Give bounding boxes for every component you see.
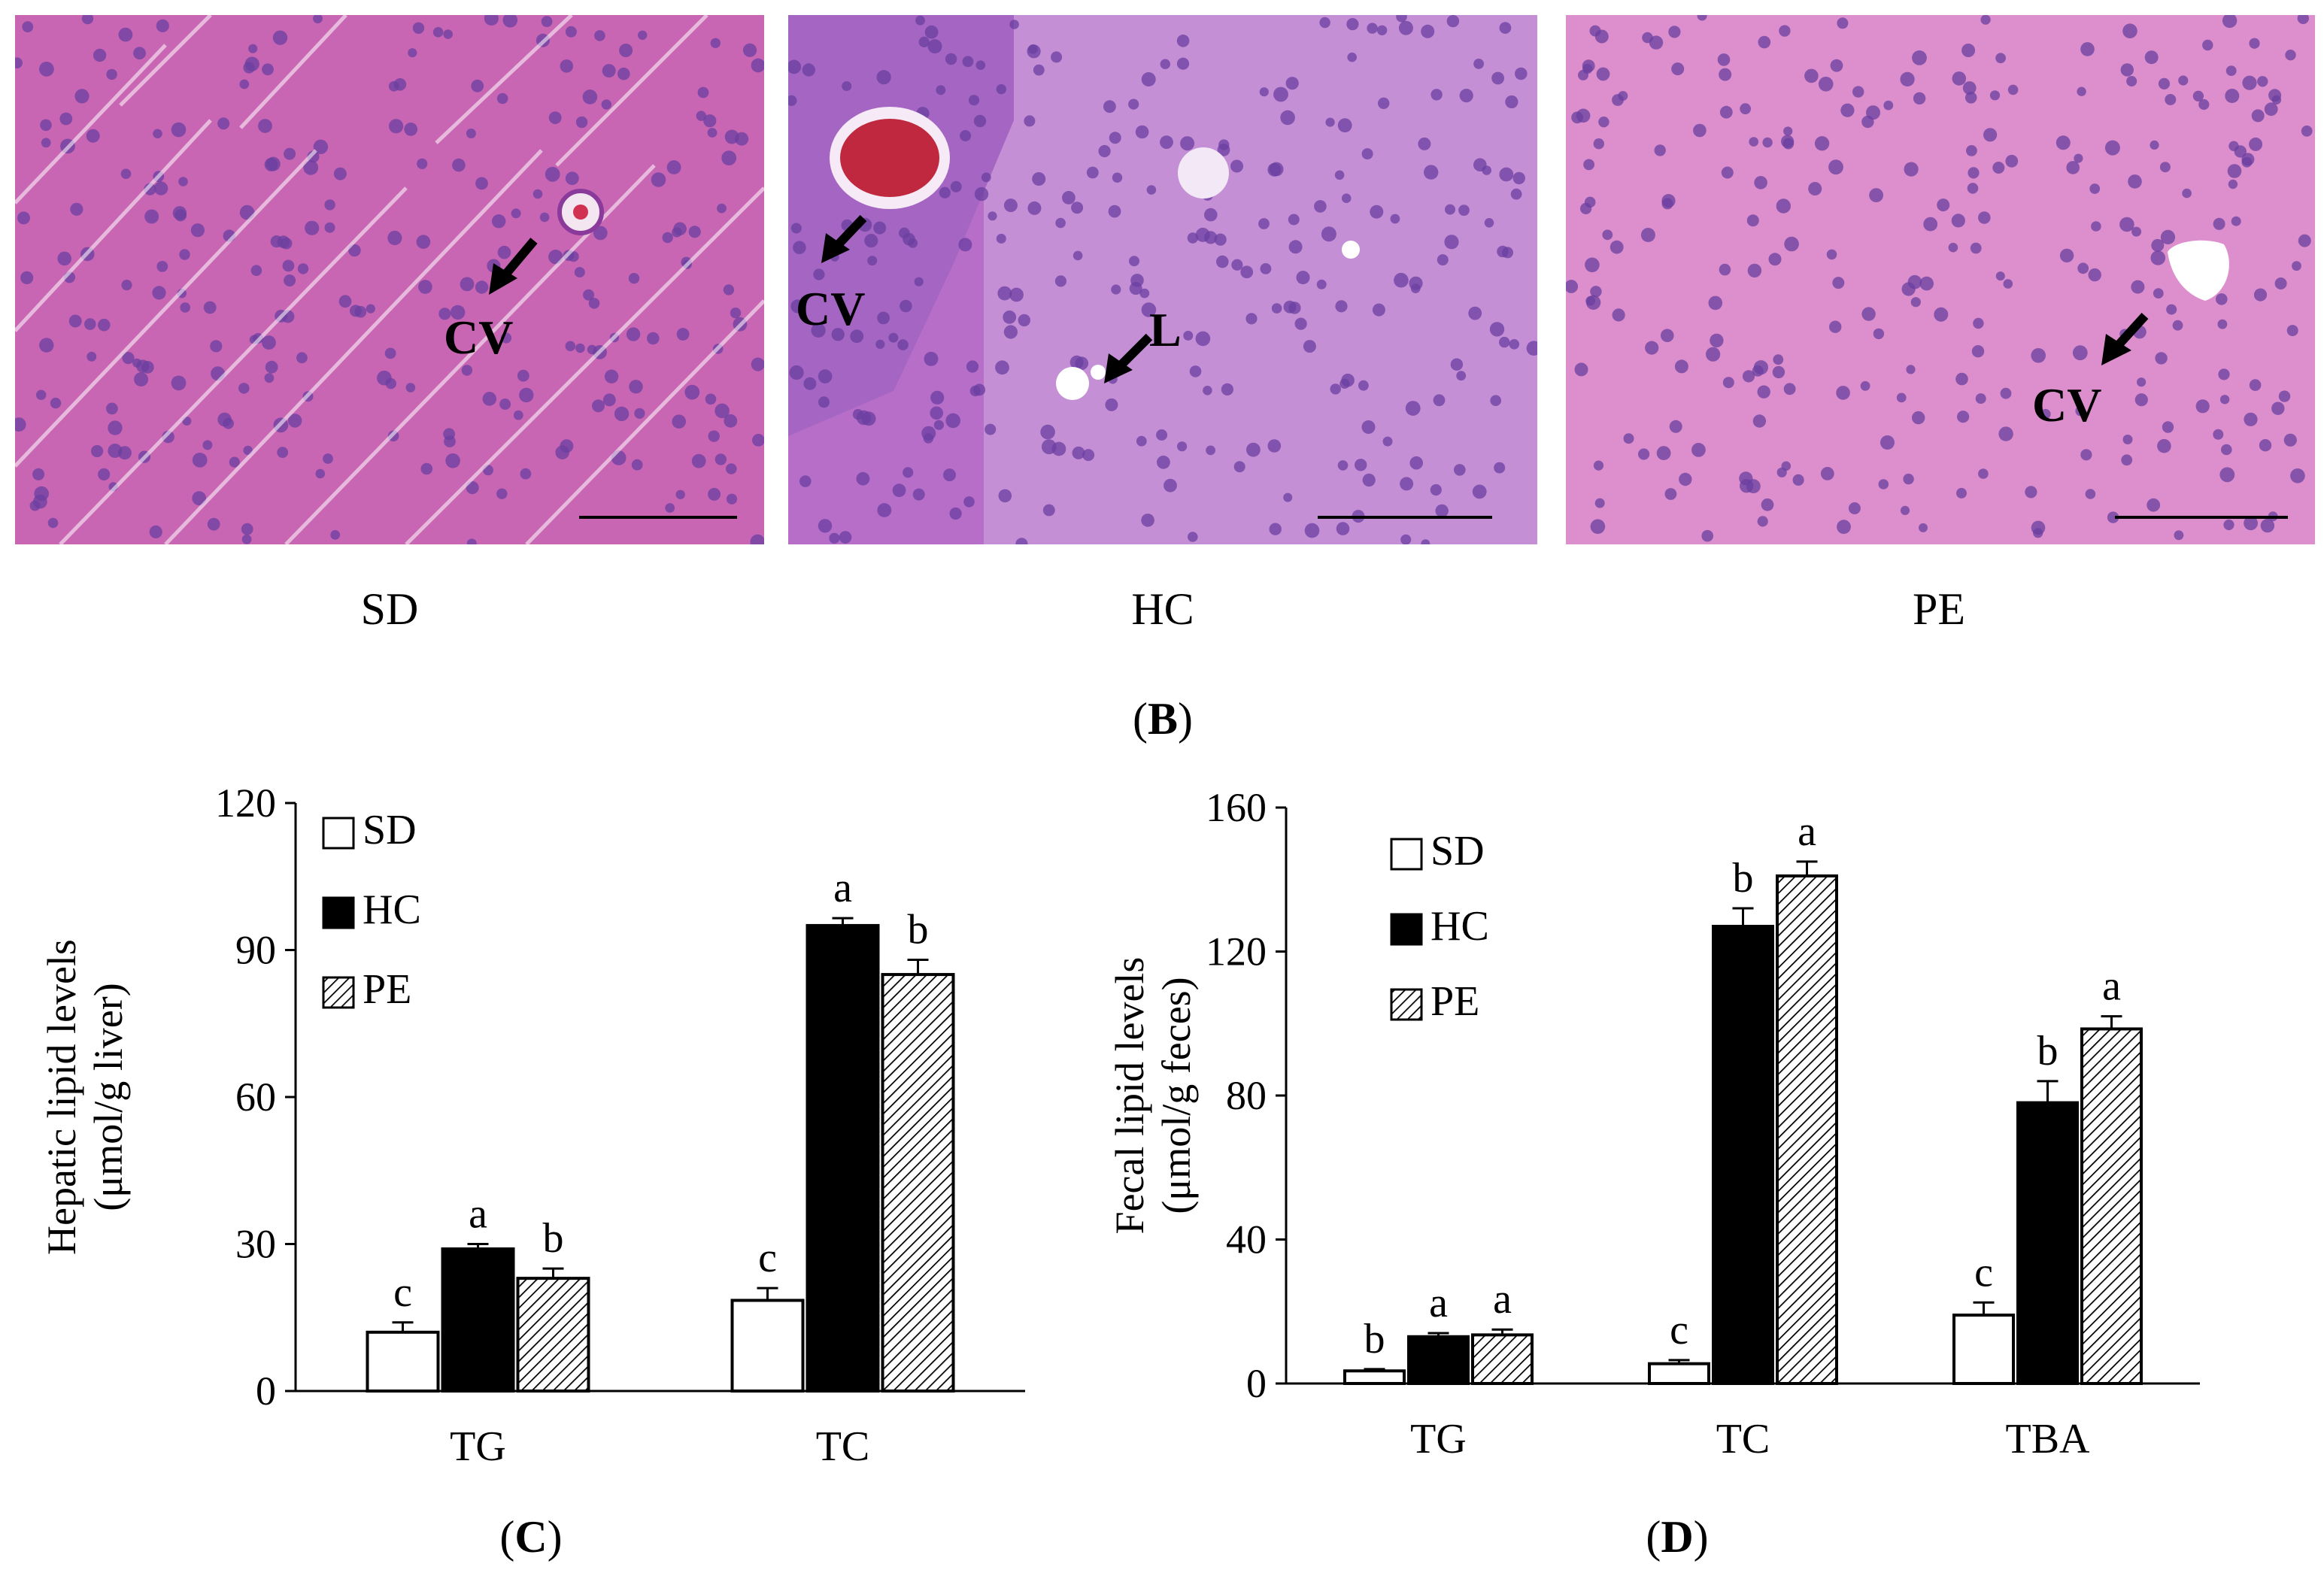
y-tick-label: 160 <box>1206 785 1267 830</box>
arrow-icon <box>2101 312 2149 365</box>
bar-pe-tg <box>516 1277 590 1393</box>
y-axis-label-unit: (μmol/g feces) <box>1154 977 1199 1214</box>
bar-sd-tc <box>1648 1362 1710 1386</box>
bar-sd-tba <box>1952 1314 2015 1385</box>
significance-letter: c <box>393 1269 412 1316</box>
micrograph-sd: CV <box>15 15 764 544</box>
significance-letter: a <box>469 1191 487 1238</box>
y-tick-label: 80 <box>1226 1073 1267 1118</box>
legend-swatch-pe <box>1390 988 1423 1021</box>
x-tick-label: TG <box>1410 1416 1467 1462</box>
bar-pe-tba <box>2080 1027 2143 1385</box>
bar-hc-tc <box>1712 924 1774 1386</box>
annotation-cv-sd: CV <box>444 311 513 364</box>
significance-letter: b <box>543 1215 564 1262</box>
bar-pe-tc <box>881 973 955 1393</box>
bar-hc-tc <box>806 923 880 1393</box>
y-tick-label: 0 <box>256 1368 276 1414</box>
significance-letter: b <box>1733 855 1754 902</box>
significance-letter: b <box>2037 1028 2059 1074</box>
significance-letter: a <box>1429 1280 1448 1326</box>
legend-swatch-hc <box>1390 913 1423 946</box>
significance-letter: b <box>908 907 929 953</box>
legend-label-sd: SD <box>363 807 417 853</box>
micrograph-pe: CV <box>1566 15 2315 544</box>
caption-c-letter: C <box>514 1512 548 1562</box>
legend-label-hc: HC <box>1431 903 1489 950</box>
bar-pe-tg <box>1471 1333 1534 1386</box>
y-tick-label: 120 <box>1206 929 1267 974</box>
y-tick-label: 40 <box>1226 1217 1267 1262</box>
y-tick-label: 0 <box>1246 1361 1267 1406</box>
bar-hc-tg <box>1407 1335 1470 1386</box>
caption-d-letter: D <box>1661 1512 1694 1562</box>
caption-d: (D) <box>1646 1512 1709 1562</box>
caption-b: (B) <box>1133 694 1193 744</box>
y-tick-label: 90 <box>235 928 276 973</box>
annotation-cv-pe: CV <box>2032 378 2101 432</box>
bar-hc-tba <box>2016 1101 2079 1385</box>
significance-letter: a <box>1798 808 1816 855</box>
significance-letter: a <box>833 865 852 911</box>
chart-hepatic-lipid: 0 30 60 90 120 Hepatic lipid levels (μmol/g li… <box>39 780 1025 1470</box>
x-tick-label: TBA <box>2006 1416 2091 1462</box>
y-axis-label: Fecal lipid levels <box>1107 957 1152 1235</box>
legend-swatch-sd <box>322 817 355 850</box>
panel-label-pe: PE <box>1912 584 1966 634</box>
significance-letter: c <box>1670 1307 1688 1353</box>
bar-sd-tg <box>366 1330 440 1393</box>
x-tick-label: TC <box>816 1423 870 1470</box>
micrograph-hc: CV L <box>788 15 1537 544</box>
legend-label-pe: PE <box>1431 978 1479 1025</box>
y-tick-label: 60 <box>235 1074 276 1120</box>
y-tick-label: 30 <box>235 1222 276 1267</box>
bar-sd-tc <box>730 1299 805 1393</box>
significance-letter: a <box>2102 963 2121 1010</box>
significance-letter: a <box>1493 1276 1512 1323</box>
legend-label-pe: PE <box>363 966 411 1013</box>
chart-fecal-lipid: 0 40 80 120 160 Fecal lipid levels (μmol/g fec… <box>1107 785 2200 1462</box>
arrow-icon <box>1104 333 1153 383</box>
annotation-l-hc: L <box>1149 303 1182 356</box>
y-tick-label: 120 <box>215 780 276 826</box>
bar-pe-tc <box>1776 874 1838 1385</box>
x-tick-label: TG <box>450 1423 506 1470</box>
panel-label-hc: HC <box>1131 584 1194 634</box>
caption-b-letter: B <box>1147 694 1179 744</box>
significance-letter: c <box>1974 1249 1993 1296</box>
x-tick-label: TC <box>1716 1416 1770 1462</box>
bar-sd-tg <box>1343 1369 1406 1386</box>
y-axis-label-unit: (μmol/g liver) <box>86 983 131 1211</box>
legend-label-sd: SD <box>1431 828 1485 874</box>
arrow-icon <box>821 214 867 263</box>
legend-label-hc: HC <box>363 886 421 933</box>
arrow-icon <box>489 238 538 295</box>
significance-letter: b <box>1364 1316 1385 1362</box>
bar-hc-tg <box>441 1247 515 1393</box>
panel-label-sd: SD <box>360 584 419 634</box>
caption-c: (C) <box>499 1512 563 1562</box>
legend-swatch-hc <box>322 896 355 929</box>
annotation-cv-hc: CV <box>796 282 865 335</box>
significance-letter: c <box>758 1235 777 1281</box>
legend-swatch-sd <box>1390 838 1423 871</box>
y-axis-label: Hepatic lipid levels <box>39 939 84 1255</box>
legend-swatch-pe <box>322 976 355 1009</box>
